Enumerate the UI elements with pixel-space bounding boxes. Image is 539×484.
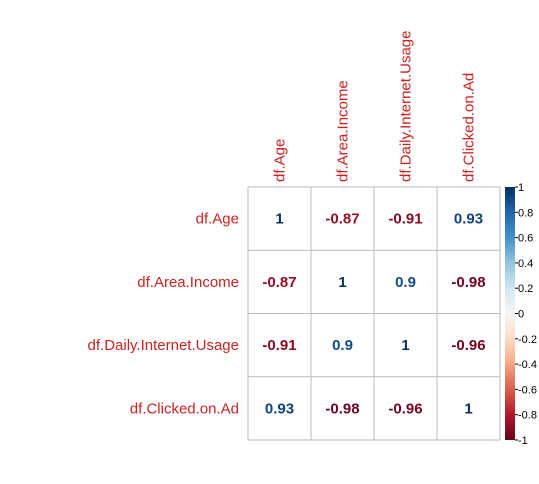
colorbar-tick-label: -0.6: [518, 384, 537, 396]
colorbar-tick-label: 0.6: [518, 233, 533, 245]
cell-values: 1 -0.87 -0.91 0.93 -0.87 1 0.9 -0.98 -0.91 0.9 1 -0…: [262, 211, 485, 418]
matrix-cell: [437, 376, 500, 440]
matrix-cell: [437, 313, 500, 377]
matrix-cell: [248, 376, 311, 440]
colorbar-tick-label: 0.4: [518, 258, 533, 270]
colorbar-gradient: [505, 187, 515, 440]
cell-value-label: -0.98: [451, 274, 485, 291]
cell-value-label: 1: [464, 400, 472, 417]
matrix-cell: [374, 313, 437, 377]
cell-value-label: -0.87: [325, 211, 359, 228]
matrix-cell: [437, 250, 500, 314]
cell-value-label: -0.96: [388, 400, 422, 417]
matrix-cell: [248, 250, 311, 314]
colorbar: 1 0.8 0.6 0.4 0.2 0 -0.2 -0.4 -0.6 -0.8 -1: [505, 182, 537, 447]
cell-value-label: -0.91: [262, 337, 296, 354]
row-label: df.Clicked.on.Ad: [130, 400, 239, 417]
cell-value-label: 0.93: [265, 400, 294, 417]
row-label: df.Daily.Internet.Usage: [88, 337, 239, 354]
colorbar-tick-label: -0.4: [518, 359, 537, 371]
colorbar-tick-label: -0.8: [518, 410, 537, 422]
matrix-cell: [311, 313, 374, 377]
colorbar-tick-label: 0: [518, 309, 524, 321]
column-label: df.Age: [272, 139, 289, 182]
cell-value-label: 1: [401, 337, 409, 354]
colorbar-tick-label: -1: [518, 435, 528, 447]
row-label: df.Age: [196, 211, 239, 228]
cell-value-label: 1: [338, 274, 346, 291]
matrix-cell: [311, 187, 374, 251]
cell-value-label: -0.98: [325, 400, 359, 417]
row-labels: df.Age df.Area.Income df.Daily.Internet.Us…: [88, 211, 239, 418]
cell-value-label: -0.96: [451, 337, 485, 354]
column-label: df.Daily.Internet.Usage: [398, 31, 415, 182]
cell-value-label: -0.91: [388, 211, 422, 228]
matrix-cell: [311, 376, 374, 440]
colorbar-tick-label: 1: [518, 182, 524, 194]
matrix-cell: [437, 187, 500, 251]
column-labels: df.Age df.Area.Income df.Daily.Internet.Us…: [272, 31, 478, 182]
matrix-grid: [247, 186, 501, 441]
colorbar-tick-label: -0.2: [518, 334, 537, 346]
matrix-cell: [248, 313, 311, 377]
matrix-cells: [248, 187, 500, 440]
cell-value-label: -0.87: [262, 274, 296, 291]
cell-value-label: 1: [275, 211, 283, 228]
matrix-cell: [374, 187, 437, 251]
column-label: df.Clicked.on.Ad: [461, 73, 478, 182]
column-label: df.Area.Income: [335, 80, 352, 182]
matrix-cell: [374, 376, 437, 440]
matrix-cell: [311, 250, 374, 314]
colorbar-tick-label: 0.2: [518, 283, 533, 295]
cell-value-label: 0.9: [395, 274, 416, 291]
row-label: df.Area.Income: [137, 274, 239, 291]
matrix-cell: [248, 187, 311, 251]
cell-value-label: 0.9: [332, 337, 353, 354]
colorbar-tick-label: 0.8: [518, 207, 533, 219]
matrix-cell: [374, 250, 437, 314]
cell-value-label: 0.93: [454, 211, 483, 228]
